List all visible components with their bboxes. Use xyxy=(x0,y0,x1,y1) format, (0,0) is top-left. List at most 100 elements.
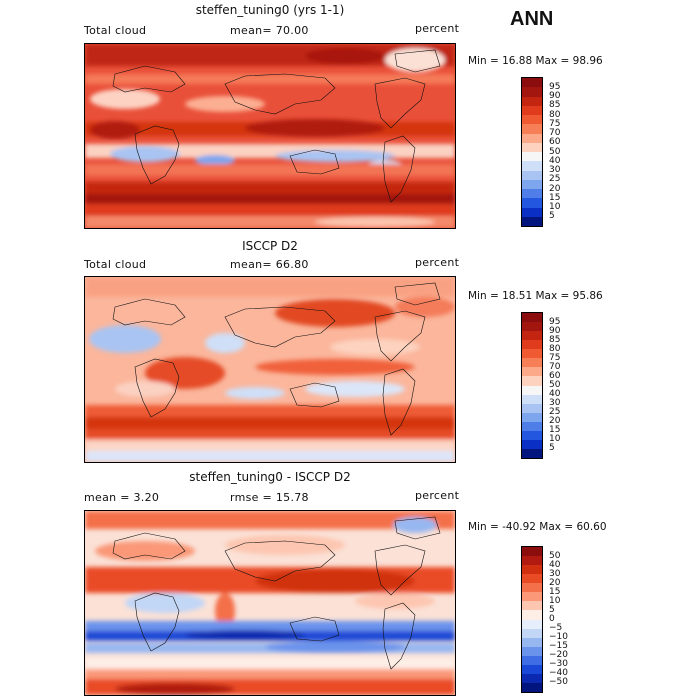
colorbar-tick-label: 50 xyxy=(549,550,561,561)
colorbar-segment xyxy=(522,574,542,584)
panel3-units-label: percent xyxy=(415,489,460,502)
colorbar-segment xyxy=(522,646,542,656)
colorbar-segment xyxy=(522,179,542,189)
colorbar-tick-label: 5 xyxy=(549,443,555,454)
colorbar-segment xyxy=(522,394,542,404)
colorbar-segment xyxy=(522,207,542,217)
colorbar-tick-label: −5 xyxy=(549,623,563,634)
colorbar-tick-label: 25 xyxy=(549,407,561,418)
colorbar-tick-label: 15 xyxy=(549,425,561,436)
colorbar-segment xyxy=(522,124,542,134)
panel3-map xyxy=(84,510,456,696)
panel1-colorbar xyxy=(521,77,543,227)
colorbar-tick-label: −40 xyxy=(549,668,568,679)
colorbar-tick-label: 80 xyxy=(549,343,561,354)
colorbar-tick-label: 40 xyxy=(549,155,561,166)
colorbar-segment xyxy=(522,105,542,115)
colorbar-segment xyxy=(522,412,542,422)
colorbar-segment xyxy=(522,601,542,611)
colorbar-tick-label: 10 xyxy=(549,202,561,212)
colorbar-segment xyxy=(522,385,542,395)
colorbar-segment xyxy=(522,367,542,377)
colorbar-tick-label: 20 xyxy=(549,577,561,588)
colorbar-tick-label: 50 xyxy=(549,146,561,157)
colorbar-tick-label: 40 xyxy=(549,389,561,400)
colorbar-segment xyxy=(522,682,542,692)
colorbar-tick-label: 40 xyxy=(549,559,561,570)
panel1-title: steffen_tuning0 (yrs 1-1) xyxy=(195,3,345,17)
colorbar-tick-label: −30 xyxy=(549,659,568,670)
colorbar-tick-label: 15 xyxy=(549,192,561,203)
colorbar-tick-label: 95 xyxy=(549,316,561,327)
colorbar-tick-label: 50 xyxy=(549,380,561,390)
colorbar-tick-label: 95 xyxy=(549,81,561,92)
colorbar-tick-label: 90 xyxy=(549,325,561,336)
panel3-colorbar xyxy=(521,546,543,693)
panel3-rmse-label: rmse = 15.78 xyxy=(230,491,309,504)
colorbar-tick-label: 75 xyxy=(549,352,561,363)
colorbar-segment xyxy=(522,142,542,152)
colorbar-segment xyxy=(522,198,542,208)
colorbar-tick-label: 0 xyxy=(549,614,555,624)
colorbar-segment xyxy=(522,133,542,143)
colorbar-tick-label: 10 xyxy=(549,434,561,445)
colorbar-tick-label: −10 xyxy=(549,632,568,643)
colorbar-tick-label: 70 xyxy=(549,361,561,372)
colorbar-segment xyxy=(522,358,542,368)
colorbar-segment xyxy=(522,448,542,458)
colorbar-segment xyxy=(522,403,542,413)
panel3-title: steffen_tuning0 - ISCCP D2 xyxy=(189,470,351,484)
colorbar-segment xyxy=(522,161,542,171)
colorbar-segment xyxy=(522,610,542,620)
colorbar-segment xyxy=(522,664,542,674)
panel1-minmax: Min = 16.88 Max = 98.96 xyxy=(468,55,603,67)
colorbar-segment xyxy=(522,619,542,629)
colorbar-tick-label: 30 xyxy=(549,568,561,579)
panel1-left-label: Total cloud xyxy=(84,24,147,37)
colorbar-segment xyxy=(522,547,542,557)
colorbar-tick-label: 85 xyxy=(549,100,561,111)
colorbar-segment xyxy=(522,421,542,431)
colorbar-segment xyxy=(522,87,542,97)
panel3-minmax: Min = -40.92 Max = 60.60 xyxy=(468,521,607,533)
colorbar-tick-label: 70 xyxy=(549,128,561,138)
colorbar-tick-label: 5 xyxy=(549,604,555,615)
colorbar-segment xyxy=(522,152,542,162)
colorbar-segment xyxy=(522,556,542,566)
colorbar-tick-label: 5 xyxy=(549,211,555,222)
colorbar-segment xyxy=(522,170,542,180)
colorbar-tick-label: 30 xyxy=(549,398,561,409)
colorbar-tick-label: 15 xyxy=(549,586,561,597)
colorbar-segment xyxy=(522,673,542,683)
colorbar-tick-label: 85 xyxy=(549,334,561,345)
colorbar-segment xyxy=(522,322,542,332)
panel2-left-label: Total cloud xyxy=(84,258,147,271)
colorbar-tick-label: −20 xyxy=(549,650,568,661)
panel2-minmax: Min = 18.51 Max = 95.86 xyxy=(468,290,603,302)
colorbar-segment xyxy=(522,78,542,88)
panel2-colorbar xyxy=(521,312,543,459)
colorbar-tick-label: 10 xyxy=(549,595,561,606)
colorbar-segment xyxy=(522,331,542,341)
colorbar-segment xyxy=(522,430,542,440)
season-label: ANN xyxy=(510,8,554,30)
panel2-mean-label: mean= 66.80 xyxy=(230,258,309,271)
colorbar-segment xyxy=(522,637,542,647)
colorbar-tick-label: 20 xyxy=(549,183,561,194)
panel1-map xyxy=(84,43,456,229)
colorbar-segment xyxy=(522,96,542,106)
colorbar-segment xyxy=(522,349,542,359)
colorbar-tick-label: −50 xyxy=(549,677,568,688)
colorbar-segment xyxy=(522,628,542,638)
colorbar-segment xyxy=(522,313,542,323)
panel2-title: ISCCP D2 xyxy=(242,239,298,253)
panel3-mean-label: mean = 3.20 xyxy=(84,491,160,504)
colorbar-segment xyxy=(522,115,542,125)
colorbar-segment xyxy=(522,439,542,449)
colorbar-tick-label: 90 xyxy=(549,91,561,101)
colorbar-tick-label: 75 xyxy=(549,118,561,129)
panel1-units-label: percent xyxy=(415,22,460,35)
colorbar-tick-label: 30 xyxy=(549,165,561,175)
colorbar-segment xyxy=(522,592,542,602)
panel1-mean-label: mean= 70.00 xyxy=(230,24,309,37)
